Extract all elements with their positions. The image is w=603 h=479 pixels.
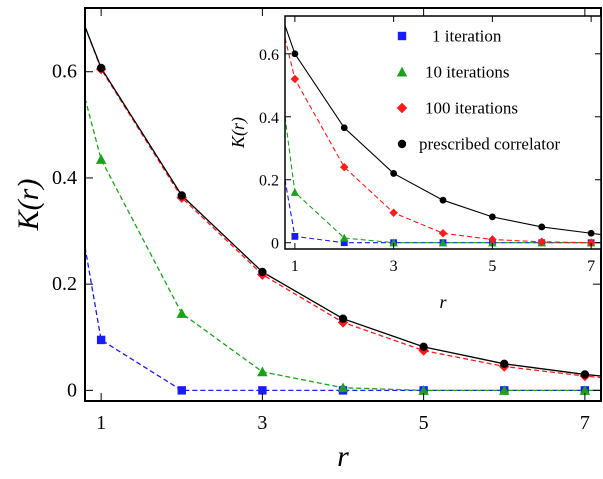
main-x-axis-label: r	[337, 440, 349, 473]
legend-label-iter1: 1 iteration	[432, 27, 502, 46]
main-point-prescribed-r3	[258, 267, 267, 277]
main-point-iter1-r3	[258, 386, 267, 395]
legend-label-iter10: 10 iterations	[425, 63, 510, 82]
inset-point-prescribed-r4	[439, 196, 447, 204]
legend-label-iter100: 100 iterations	[425, 99, 518, 118]
inset-y-tick-label: 0.6	[259, 47, 279, 64]
main-point-prescribed-r1	[96, 63, 106, 73]
main-x-tick-label: 1	[96, 412, 106, 434]
main-point-iter10-r1	[95, 154, 107, 164]
inset-x-tick-label: 7	[587, 258, 595, 275]
legend-marker-prescribed	[397, 139, 407, 149]
main-point-iter10-r4	[337, 382, 349, 393]
inset-point-iter100-r2	[340, 162, 349, 172]
main-x-tick-label: 5	[419, 412, 429, 434]
main-y-axis-label: K(r)	[12, 179, 45, 232]
main-point-iter1-r1	[96, 335, 106, 345]
inset-point-prescribed-r5	[488, 213, 496, 221]
main-y-tick-label: 0.2	[52, 273, 77, 295]
inset-point-iter100-r1	[290, 74, 300, 84]
inset-y-tick-label: 0.2	[259, 173, 279, 190]
inset-panel: 1 3 5 7 0 0.2 0.4 0.6 r K(r) 1 iteration 10 iterati…	[228, 15, 602, 312]
inset-point-iter100-r7	[586, 238, 596, 247]
inset-x-tick-label: 1	[291, 258, 299, 275]
legend: 1 iteration 10 iterations 100 iterations pr…	[396, 27, 560, 154]
main-point-prescribed-r2	[177, 191, 186, 200]
main-point-prescribed-r6	[500, 359, 509, 369]
main-point-iter10-r6	[499, 385, 510, 395]
main-point-iter1-r2	[177, 386, 186, 395]
main-y-tick-label: 0.6	[52, 61, 77, 83]
inset-point-iter1-r2	[340, 239, 348, 247]
inset-point-prescribed-r6	[538, 223, 546, 231]
inset-point-prescribed-r2	[340, 124, 348, 132]
main-point-iter10-r7	[579, 385, 591, 395]
main-point-iter10-r3	[257, 366, 268, 377]
inset-point-iter10-r3	[389, 238, 398, 247]
main-y-tick-label: 0.4	[52, 167, 77, 189]
legend-marker-iter10	[396, 66, 408, 77]
main-point-prescribed-r7	[580, 370, 590, 379]
legend-marker-iter1	[397, 31, 407, 41]
inset-point-iter10-r2	[340, 233, 349, 242]
inset-plot-area	[285, 16, 601, 249]
main-x-tick-label: 7	[580, 412, 590, 434]
inset-series-line-iter100	[285, 37, 601, 244]
legend-label-prescribed: prescribed correlator	[419, 135, 560, 154]
inset-point-iter10-r1	[290, 188, 300, 196]
inset-x-axis-label: r	[439, 292, 447, 312]
inset-point-iter100-r6	[537, 237, 546, 247]
main-point-iter10-r5	[418, 385, 429, 395]
main-point-prescribed-r4	[338, 314, 348, 323]
main-point-prescribed-r5	[419, 342, 428, 352]
inset-x-tick-label: 5	[488, 258, 496, 275]
main-y-tick-label: 0	[67, 379, 77, 401]
inset-series-group	[285, 25, 601, 247]
main-x-tick-label: 3	[257, 412, 267, 434]
inset-y-tick-label: 0.4	[259, 110, 279, 127]
inset-point-iter100-r3	[389, 208, 398, 218]
inset-frame	[284, 15, 602, 250]
inset-point-iter100-r4	[438, 229, 448, 238]
inset-point-iter10-r4	[438, 238, 448, 247]
legend-marker-iter100	[396, 102, 408, 114]
inset-point-prescribed-r7	[587, 229, 595, 237]
inset-point-prescribed-r1	[291, 50, 299, 58]
inset-x-tick-label: 3	[390, 258, 398, 275]
inset-point-iter1-r1	[291, 233, 299, 240]
main-series-group	[85, 26, 601, 395]
inset-point-iter100-r5	[488, 235, 497, 244]
inset-y-axis-label: K(r)	[228, 117, 249, 149]
inset-y-tick-label: 0	[271, 236, 279, 253]
inset-point-prescribed-r3	[390, 170, 398, 177]
main-point-iter10-r2	[176, 308, 187, 318]
